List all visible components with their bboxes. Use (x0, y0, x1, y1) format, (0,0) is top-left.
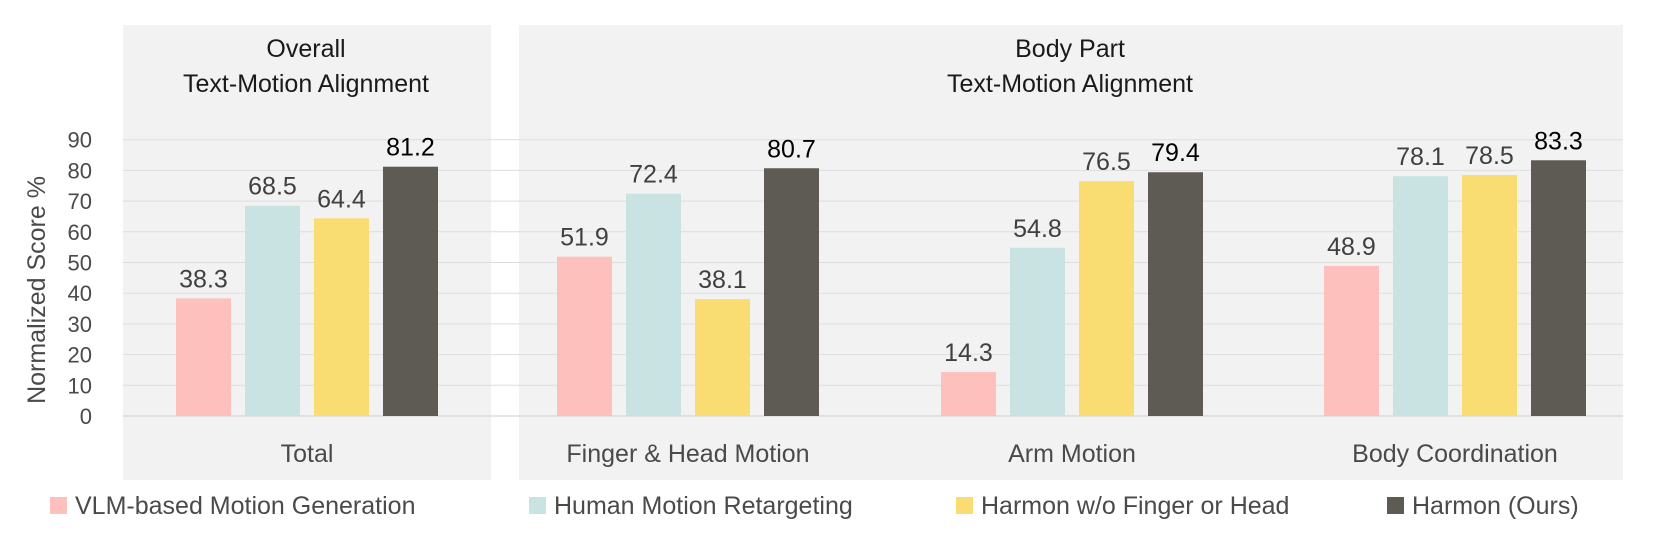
legend-label: Human Motion Retargeting (554, 492, 853, 520)
category-label: Total (281, 440, 334, 468)
legend-label: Harmon (Ours) (1412, 492, 1579, 520)
data-label: 64.4 (317, 185, 366, 213)
y-axis-label: Normalized Score % (23, 176, 51, 404)
bar (1462, 175, 1517, 416)
legend-swatch (50, 497, 67, 514)
data-label: 76.5 (1082, 148, 1131, 176)
legend-label: Harmon w/o Finger or Head (981, 492, 1289, 520)
legend-swatch (1387, 497, 1404, 514)
data-label: 48.9 (1327, 233, 1376, 261)
category-label: Arm Motion (1008, 440, 1136, 468)
panel-title-bodypart-line2: Text-Motion Alignment (947, 70, 1193, 98)
y-tick-label: 40 (68, 281, 92, 306)
y-tick-label: 80 (68, 158, 92, 183)
bar (1393, 176, 1448, 416)
data-label: 78.1 (1396, 143, 1445, 171)
bar (1148, 172, 1203, 416)
legend-label: VLM-based Motion Generation (75, 492, 415, 520)
bar (383, 166, 438, 416)
data-label: 38.3 (179, 265, 228, 293)
legend-swatch (529, 497, 546, 514)
panel-title-overall-line1: Overall (266, 35, 345, 63)
y-tick-label: 60 (68, 220, 92, 245)
panel-title-overall-line2: Text-Motion Alignment (183, 70, 429, 98)
data-label: 54.8 (1013, 215, 1062, 243)
y-tick-label: 0 (80, 404, 92, 429)
bar (176, 298, 231, 416)
bar (1010, 247, 1065, 416)
data-label: 79.4 (1151, 139, 1200, 167)
bar (626, 193, 681, 416)
data-label: 68.5 (248, 173, 297, 201)
category-label: Finger & Head Motion (566, 440, 809, 468)
data-label: 78.5 (1465, 142, 1514, 170)
data-label: 72.4 (629, 161, 678, 189)
y-tick-label: 30 (68, 312, 92, 337)
y-tick-label: 20 (68, 343, 92, 368)
bar (314, 218, 369, 416)
data-label: 83.3 (1534, 127, 1583, 155)
bar (557, 256, 612, 416)
data-label: 51.9 (560, 224, 609, 252)
bar (764, 168, 819, 416)
bar (245, 205, 300, 416)
legend-swatch (956, 497, 973, 514)
bar (941, 372, 996, 416)
panel-title-bodypart-line1: Body Part (1015, 35, 1125, 63)
data-label: 38.1 (698, 266, 747, 294)
y-tick-label: 70 (68, 189, 92, 214)
y-tick-label: 90 (68, 128, 92, 153)
category-label: Body Coordination (1352, 440, 1558, 468)
y-tick-label: 50 (68, 251, 92, 276)
bar (1531, 160, 1586, 416)
data-label: 80.7 (767, 135, 816, 163)
bar (695, 299, 750, 416)
data-label: 81.2 (386, 134, 435, 162)
bar (1324, 265, 1379, 416)
bar (1079, 181, 1134, 416)
y-tick-label: 10 (68, 373, 92, 398)
data-label: 14.3 (944, 339, 993, 367)
